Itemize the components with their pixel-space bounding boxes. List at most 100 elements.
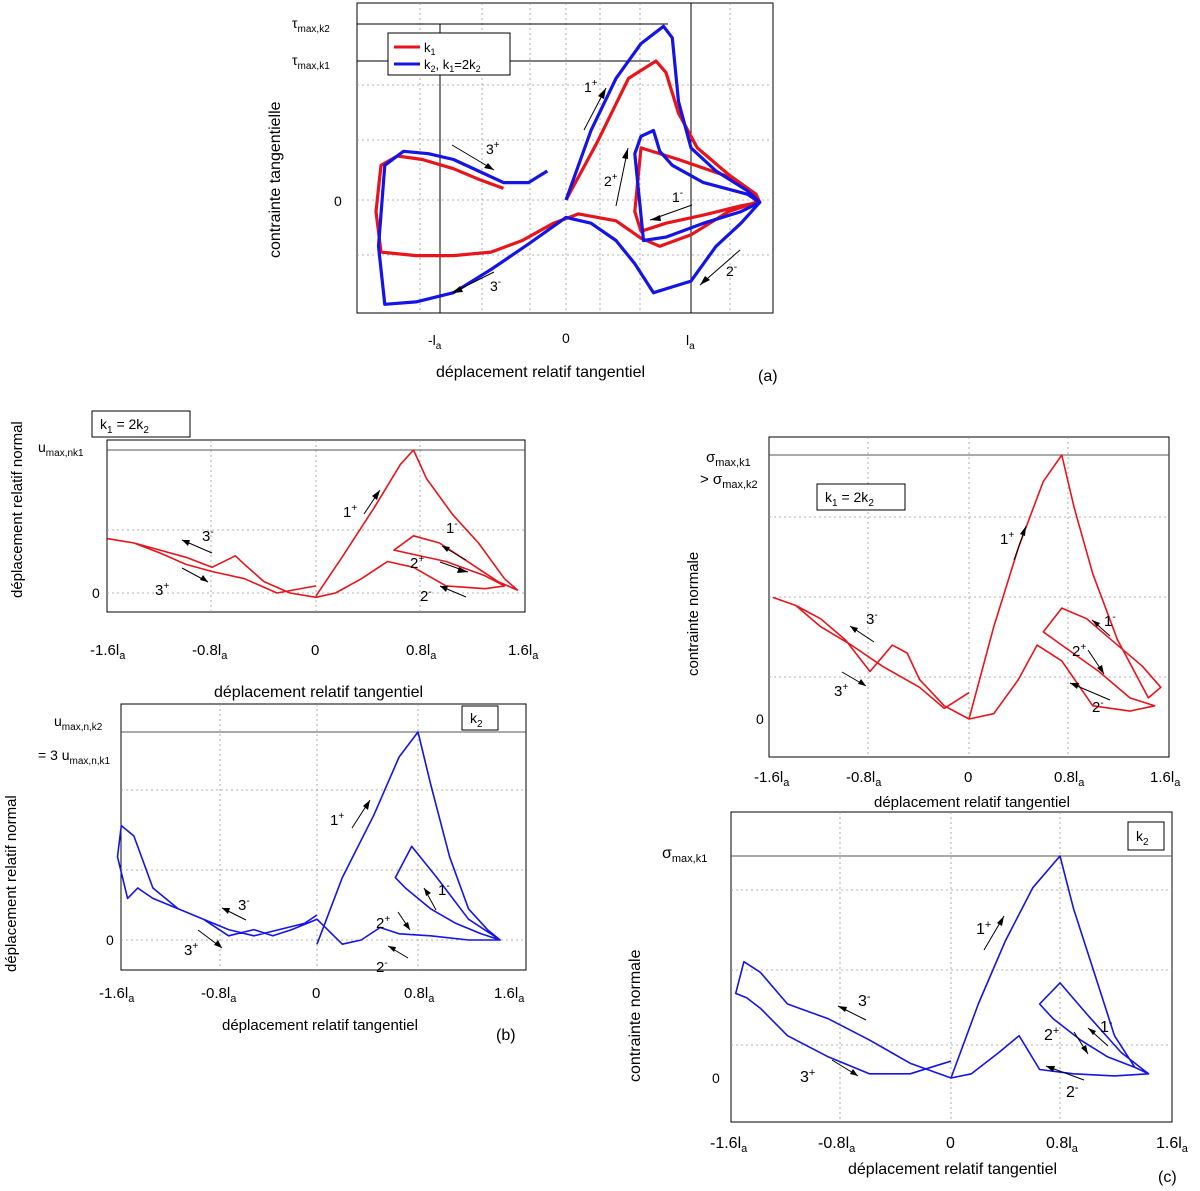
panel-c2-ytick-0: 0 [712,1070,720,1086]
svg-text:1+: 1+ [330,811,344,829]
panel-b1-xlabel: déplacement relatif tangentiel [214,684,423,701]
panel-a-legend: k1 k2, k1=2k2 [387,32,511,76]
svg-text:1-: 1- [1100,1017,1113,1036]
svg-text:2+: 2+ [1072,642,1086,660]
panel-c2-axes-frame [730,811,1173,1123]
panel-c1-xticks: -1.6la -0.8la 0 0.8la 1.6la [754,769,1181,789]
svg-text:2-: 2- [376,958,388,976]
panel-b2-box-label: k2 [470,710,483,730]
svg-text:1-: 1- [438,881,450,899]
panel-a-ylabel: contrainte tangentielle [267,101,284,258]
legend-k2-label: k2, k1=2k2 [424,57,481,74]
svg-text:1+: 1+ [1000,530,1014,548]
svg-text:2-: 2- [726,262,737,279]
panel-a-xtick-minus-la: -la [428,332,442,352]
panel-c1-box-label: k1 = 2k2 [825,489,874,509]
panel-a-annotations: 1+ 2+ 3+ 1- 2- 3- [451,78,741,294]
svg-text:3-: 3- [202,527,214,545]
panel-c2-plot [734,855,1150,1079]
svg-text:3+: 3+ [155,581,169,599]
svg-text:3-: 3- [858,991,871,1010]
svg-text:0.8la: 0.8la [406,642,437,662]
svg-text:0.8la: 0.8la [1054,769,1085,789]
svg-text:-0.8la: -0.8la [192,642,228,662]
panel-b1-ref-label: umax,nk1 [38,439,84,459]
panel-b2: k2 umax,n,k2 = 3 umax,n,k1 0 -1.6la -0.8… [3,703,527,1044]
panel-b1-box [91,410,191,438]
svg-text:-1.6la: -1.6la [99,985,135,1005]
svg-text:2+: 2+ [604,172,618,189]
panel-c1-ylabel: contrainte normale [685,552,702,676]
panel-b1: k1 = 2k2 umax,nk1 0 -1.6la -0.8la 0 0.8l… [9,410,539,701]
panel-a-xtick-la: la [686,332,695,352]
svg-text:-0.8la: -0.8la [846,769,882,789]
panel-a-xlabel: déplacement relatif tangentiel [436,364,645,381]
svg-text:3-: 3- [238,896,250,914]
panel-c2-ylabel: contrainte normale [627,949,644,1082]
panel-b2-box [461,705,499,731]
panel-b2-ytick-0: 0 [106,932,114,948]
panel-b1-xticks: -1.6la -0.8la 0 0.8la 1.6la [90,642,539,662]
panel-b2-axes-frame [120,703,527,971]
panel-c1: k1 = 2k2 σmax,k1 > σmax,k2 0 -1.6la -0.8… [685,436,1181,811]
svg-text:0.8la: 0.8la [1046,1135,1079,1155]
panel-c1-annotations: 1+ 1- 2+ 2- 3- 3+ [834,525,1116,716]
svg-text:1+: 1+ [976,919,991,938]
panel-c1-ref-label: σmax,k1 [706,449,751,469]
panel-c1-ytick-0: 0 [756,711,764,727]
panel-a: k1 k2, k1=2k2 τmax,k2 τmax,k1 0 -la 0 la… [267,2,778,385]
svg-text:1.6la: 1.6la [508,642,539,662]
svg-text:1.6la: 1.6la [1150,769,1181,789]
panel-b2-ref-label: umax,n,k2 [54,713,103,733]
series-k2-c2 [734,855,1150,1079]
svg-text:2-: 2- [1092,698,1104,716]
svg-text:0: 0 [964,769,972,786]
svg-text:-0.8la: -0.8la [201,985,237,1005]
series-k1-b1 [107,449,519,599]
svg-text:1-: 1- [1104,612,1116,630]
svg-text:1-: 1- [672,188,683,205]
panel-a-xtick-0: 0 [562,330,570,346]
panel-b1-ytick-0: 0 [92,585,100,601]
svg-text:3-: 3- [490,277,501,294]
panel-a-ytick-0: 0 [334,193,342,209]
svg-text:-1.6la: -1.6la [90,642,126,662]
panel-b2-ylabel: déplacement relatif normal [3,795,20,972]
panel-b2-xticks: -1.6la -0.8la 0 0.8la 1.6la [99,985,525,1005]
panel-b-tag: (b) [496,1027,516,1044]
panel-c1-xlabel: déplacement relatif tangentiel [874,794,1070,811]
legend-k1-label: k1 [424,40,436,57]
panel-a-ref-label-tau-k2: τmax,k2 [292,15,330,35]
panel-b2-ref-label-line2: = 3 umax,n,k1 [38,747,111,767]
panel-b2-plot [116,731,501,946]
svg-text:1.6la: 1.6la [494,985,525,1005]
svg-text:1.6la: 1.6la [1156,1135,1189,1155]
svg-text:3+: 3+ [184,941,198,959]
svg-text:2-: 2- [420,587,432,605]
panel-c2: k2 σmax,k1 0 -1.6la -0.8la 0 0.8la 1.6la… [627,811,1189,1186]
svg-text:2+: 2+ [1044,1025,1059,1044]
svg-text:-0.8la: -0.8la [818,1135,856,1155]
panel-b1-box-label: k1 = 2k2 [100,416,149,436]
panel-b1-annotations: 1+ 1- 2+ 2- 3- 3+ [155,489,469,605]
panel-c2-annotations: 1+ 1- 2+ 2- 3- 3+ [800,915,1113,1101]
panel-c2-xlabel: déplacement relatif tangentiel [848,1161,1057,1178]
svg-text:3+: 3+ [800,1067,815,1086]
panel-a-ref-label-tau-k1: τmax,k1 [292,52,330,72]
panel-c1-ref-label-line2: > σmax,k2 [700,471,758,491]
svg-text:2-: 2- [1066,1082,1079,1101]
panel-c2-ref-label: σmax,k1 [662,845,707,865]
series-k2-a [376,24,762,306]
svg-text:1+: 1+ [343,503,357,521]
svg-text:3+: 3+ [486,140,500,157]
panel-c1-box [816,483,906,511]
panel-c2-box-label: k2 [1136,828,1149,848]
svg-text:2+: 2+ [410,554,424,572]
svg-text:0: 0 [311,642,319,659]
panel-a-plot [374,24,762,306]
svg-text:1-: 1- [446,519,458,537]
svg-text:0: 0 [312,985,320,1002]
svg-text:3+: 3+ [834,682,848,700]
svg-text:1+: 1+ [584,78,598,95]
